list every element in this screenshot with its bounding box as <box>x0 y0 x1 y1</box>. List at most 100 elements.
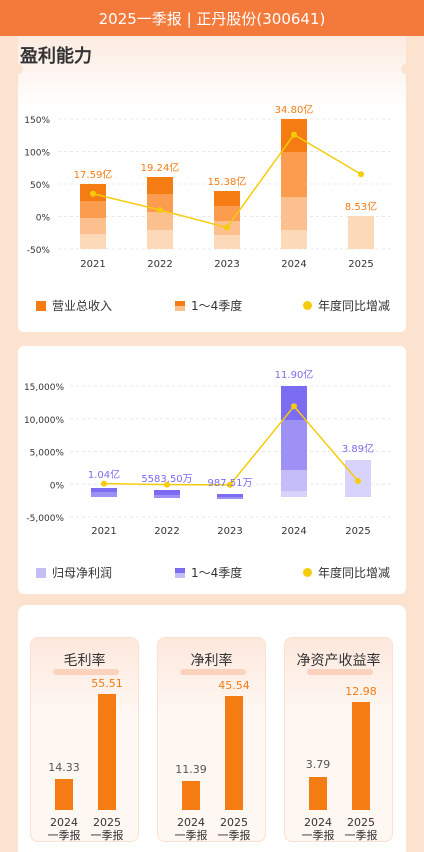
kpi-value-2025: 55.51 <box>91 677 123 690</box>
x-tick-label: 2022 <box>147 259 172 270</box>
bar-segment <box>91 488 117 492</box>
x-tick-label: 2025 <box>348 259 373 270</box>
kpi-title-underline <box>53 669 119 675</box>
kpi-label-2025: 2025 一季报 <box>217 816 251 842</box>
bar-segment <box>147 177 173 194</box>
yoy-point <box>291 403 297 410</box>
y-tick-label: 100% <box>24 149 50 159</box>
bar-segment <box>217 494 243 497</box>
bar-segment <box>147 230 173 249</box>
x-tick-label: 2024 <box>281 526 306 537</box>
kpi-bar-2025 <box>352 702 370 810</box>
bar-segment <box>147 212 173 230</box>
x-tick-label: 2023 <box>217 526 242 537</box>
kpi-bar-2025 <box>98 694 116 810</box>
legend-swatch-quarters <box>175 300 185 311</box>
card-notch-right <box>401 64 411 74</box>
legend-label-yoy-2: 年度同比增减 <box>318 566 391 580</box>
y-tick-label: -50% <box>27 246 51 256</box>
kpi-label-2025: 2025 一季报 <box>344 816 378 842</box>
y-tick-label: 15,000% <box>24 383 64 393</box>
bar-value-label: 17.59亿 <box>74 168 113 181</box>
header-title: 2025一季报 | 正丹股份(300641) <box>98 9 326 28</box>
bar-segment <box>281 386 307 420</box>
legend-yoy-2: 年度同比增减 <box>303 564 390 581</box>
bar-segment <box>281 420 307 470</box>
legend-label-yoy: 年度同比增减 <box>318 299 391 313</box>
yoy-point <box>358 171 364 178</box>
kpi-label-2024: 2024 一季报 <box>47 816 81 842</box>
bar-value-label: 1.04亿 <box>88 468 120 481</box>
legend-yoy: 年度同比增减 <box>303 297 390 314</box>
kpi-net-margin: 净利率 11.39 45.54 2024 一季报 2025 一季报 <box>157 637 266 842</box>
bar-segment <box>281 152 307 197</box>
legend-label-quarters-2: 1～4季度 <box>191 566 243 580</box>
kpi-label-2024: 2024 一季报 <box>174 816 208 842</box>
bar-value-label: 5583.50万 <box>141 474 192 485</box>
bar-value-label: 19.24亿 <box>141 161 180 174</box>
kpi-title-underline <box>180 669 246 675</box>
kpi-title-underline <box>307 669 373 675</box>
bar-segment <box>214 191 240 206</box>
x-tick-label: 2021 <box>91 526 116 537</box>
y-tick-label: 50% <box>30 181 50 191</box>
bar-value-label: 8.53亿 <box>345 200 377 213</box>
section-title: 盈利能力 <box>20 46 92 67</box>
kpi-value-2025: 45.54 <box>218 679 250 692</box>
legend-swatch-net-profit <box>36 567 46 578</box>
yoy-point <box>355 477 361 484</box>
profit-card <box>18 346 406 594</box>
kpi-gross-margin: 毛利率 14.33 55.51 2024 一季报 2025 一季报 <box>30 637 139 842</box>
profit-chart: 15,000% 10,000% 5,000% 0% -5,000% 1.04亿 2021 55… <box>24 368 394 537</box>
y-tick-label: -5,000% <box>26 514 64 524</box>
yoy-point <box>164 481 170 488</box>
revenue-chart: 150% 100% 50% 0% -50% 17.59亿 2021 19.24亿 2022 15.… <box>24 103 394 270</box>
kpi-value-2025: 12.98 <box>345 685 377 698</box>
x-tick-label: 2021 <box>80 259 105 270</box>
bar-value-label: 11.90亿 <box>275 368 314 381</box>
y-tick-label: 0% <box>36 214 51 224</box>
kpi-title: 毛利率 <box>63 653 106 669</box>
kpi-roe: 净资产收益率 3.79 12.98 2024 一季报 2025 一季报 <box>284 637 393 842</box>
kpi-value-2024: 3.79 <box>305 758 331 771</box>
yoy-point <box>101 480 107 487</box>
x-tick-label: 2023 <box>214 259 239 270</box>
kpi-bar-2025 <box>225 696 243 810</box>
kpi-bar-2024 <box>309 777 327 810</box>
kpi-bar-2024 <box>182 781 200 810</box>
bar-segment <box>281 230 307 249</box>
y-tick-label: 5,000% <box>30 449 65 459</box>
bar-value-label: 15.38亿 <box>208 175 247 188</box>
kpi-label-2025: 2025 一季报 <box>90 816 124 842</box>
legend-swatch-yoy <box>303 301 312 310</box>
kpi-title: 净利率 <box>190 653 233 669</box>
legend-swatch-quarters-2 <box>175 567 185 578</box>
legend-label-revenue: 营业总收入 <box>52 299 113 313</box>
bar-segment <box>217 497 243 499</box>
y-tick-label: 0% <box>50 481 65 491</box>
kpi-title: 净资产收益率 <box>296 653 381 669</box>
yoy-point <box>227 481 233 488</box>
bar-segment <box>80 234 106 249</box>
yoy-point <box>291 131 297 138</box>
kpi-bar-2024 <box>55 779 73 810</box>
legend-swatch-revenue <box>36 300 46 311</box>
bar-segment <box>214 235 240 249</box>
kpi-value-2024: 11.39 <box>175 763 207 776</box>
bar-segment <box>80 218 106 234</box>
legend-label-net-profit: 归母净利润 <box>52 566 113 580</box>
bar-value-label: 987.51万 <box>208 478 253 489</box>
yoy-point <box>224 224 230 231</box>
y-tick-label: 150% <box>24 116 50 126</box>
page-header: 2025一季报 | 正丹股份(300641) <box>0 0 424 36</box>
bar-segment <box>147 194 173 212</box>
bar-segment <box>80 201 106 218</box>
legend-swatch-yoy-2 <box>303 568 312 577</box>
x-tick-label: 2024 <box>281 259 306 270</box>
bar-segment <box>281 491 307 497</box>
kpi-value-2024: 14.33 <box>48 761 80 774</box>
x-tick-label: 2025 <box>345 526 370 537</box>
bar-segment <box>154 495 180 498</box>
title-background <box>18 36 406 106</box>
bar-segment <box>91 492 117 497</box>
